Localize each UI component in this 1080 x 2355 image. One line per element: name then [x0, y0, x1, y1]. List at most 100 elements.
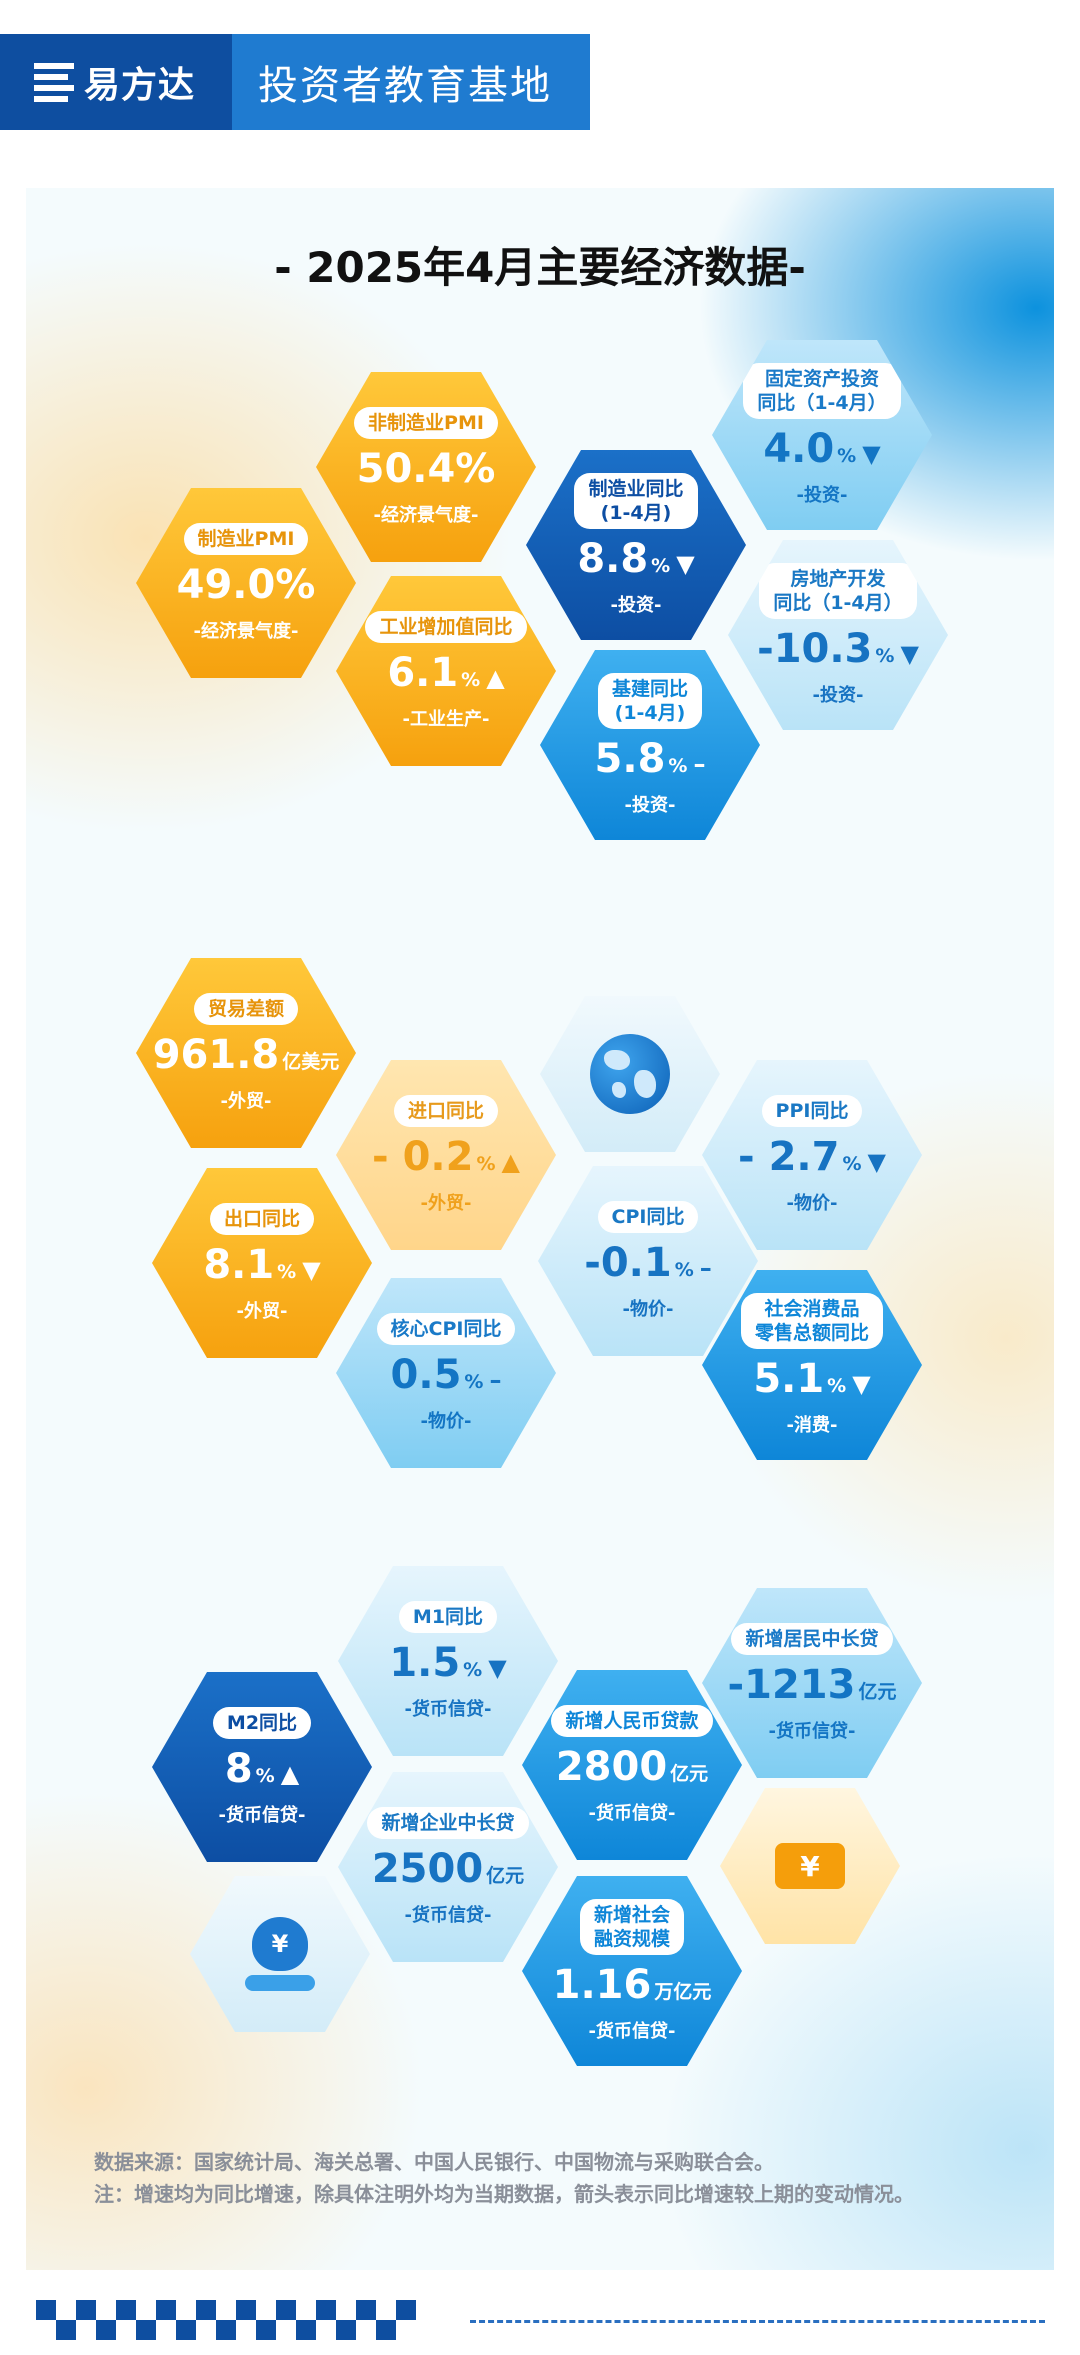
checker-cell: [176, 2300, 196, 2320]
checker-pattern: [36, 2300, 416, 2340]
checker-cell: [276, 2300, 296, 2320]
checker-cell: [376, 2300, 396, 2320]
hex-value: 8: [224, 1746, 253, 1792]
checker-cell: [396, 2320, 416, 2340]
arrow-icon: ▼: [900, 640, 919, 668]
hex-money-icon: ¥: [190, 1876, 370, 2032]
hex-label: CPI同比: [597, 1201, 699, 1233]
checker-cell: [136, 2320, 156, 2340]
hex-label: 非制造业PMI: [354, 407, 498, 439]
hex-new-rmb-loans: 新增人民币贷款 2800 亿元 -货币信贷-: [522, 1670, 742, 1860]
hex-manufacturing-pmi: 制造业PMI 49.0% -经济景气度-: [136, 488, 356, 678]
checker-cell: [316, 2300, 336, 2320]
hex-category: -经济景气度-: [373, 505, 479, 526]
checker-cell: [316, 2320, 336, 2340]
hex-social-financing: 新增社会 融资规模 1.16 万亿元 -货币信贷-: [522, 1876, 742, 2066]
arrow-icon: ▼: [488, 1654, 507, 1682]
hex-label: 新增企业中长贷: [367, 1807, 529, 1839]
arrow-icon: –: [489, 1366, 502, 1394]
hex-fixed-asset-investment: 固定资产投资 同比（1-4月） 4.0% ▼ -投资-: [712, 340, 932, 530]
checker-cell: [56, 2300, 76, 2320]
hex-household-loans: 新增居民中长贷 -1213 亿元 -货币信贷-: [702, 1588, 922, 1778]
checker-cell: [116, 2300, 136, 2320]
hex-category: -外贸-: [236, 1301, 288, 1322]
arrow-icon: ▲: [501, 1148, 520, 1176]
checker-cell: [76, 2300, 96, 2320]
checker-cell: [276, 2320, 296, 2340]
hex-manufacturing-investment: 制造业同比 (1-4月) 8.8% ▼ -投资-: [526, 450, 746, 640]
checker-cell: [176, 2320, 196, 2340]
checker-cell: [156, 2300, 176, 2320]
yuan-tag-icon: ¥: [775, 1843, 845, 1889]
checker-cell: [256, 2300, 276, 2320]
poster-title: - 2025年4月主要经济数据-: [274, 243, 806, 292]
hex-category: -物价-: [786, 1193, 838, 1214]
brand-logo-icon: [34, 62, 74, 102]
poster: - 2025年4月主要经济数据- 制造业PMI 49.0% -经济景气度- 非制…: [26, 188, 1054, 2270]
hex-label: 基建同比 (1-4月): [597, 673, 702, 729]
hex-category: -工业生产-: [402, 709, 490, 730]
arrow-icon: ▼: [862, 440, 881, 468]
brand-header: 易方达 投资者教育基地: [0, 34, 590, 130]
hex-value: 961.8: [152, 1032, 280, 1078]
hex-industrial-output: 工业增加值同比 6.1% ▲ -工业生产-: [336, 576, 556, 766]
data-source-note: 数据来源：国家统计局、海关总署、中国人民银行、中国物流与采购联合会。: [94, 2150, 774, 2174]
checker-cell: [336, 2320, 356, 2340]
hex-category: -货币信贷-: [768, 1721, 856, 1742]
hex-corporate-loans: 新增企业中长贷 2500 亿元 -货币信贷-: [338, 1772, 558, 1962]
hex-value: 6.1: [387, 650, 459, 696]
checker-cell: [136, 2300, 156, 2320]
hex-category: -货币信贷-: [588, 1803, 676, 1824]
checker-cell: [336, 2300, 356, 2320]
hex-label: 固定资产投资 同比（1-4月）: [743, 363, 901, 419]
hex-label: M2同比: [212, 1707, 312, 1739]
hex-label: 社会消费品 零售总额同比: [740, 1293, 883, 1349]
hex-value: 4.0: [763, 426, 835, 472]
hex-value: 50.4%: [356, 446, 496, 492]
hex-label: 工业增加值同比: [365, 611, 527, 643]
hex-label: 新增人民币贷款: [551, 1705, 713, 1737]
hex-value: 8.8: [577, 536, 649, 582]
hex-value: -10.3: [757, 626, 873, 672]
hex-label: 制造业PMI: [183, 523, 309, 555]
hex-category: -货币信贷-: [218, 1805, 306, 1826]
checker-cell: [216, 2300, 236, 2320]
hex-label: 房地产开发 同比（1-4月）: [759, 563, 917, 619]
checker-cell: [236, 2300, 256, 2320]
hex-label: 贸易差额: [193, 993, 298, 1025]
checker-cell: [216, 2320, 236, 2340]
hex-label: 制造业同比 (1-4月): [574, 473, 698, 529]
hex-category: -外贸-: [420, 1193, 472, 1214]
header-title: 投资者教育基地: [232, 34, 590, 130]
hex-value: - 0.2: [372, 1134, 474, 1180]
hex-globe: [540, 996, 720, 1152]
hex-category: -货币信贷-: [404, 1905, 492, 1926]
hex-export: 出口同比 8.1% ▼ -外贸-: [152, 1168, 372, 1358]
checker-cell: [36, 2320, 56, 2340]
hex-core-cpi: 核心CPI同比 0.5% – -物价-: [336, 1278, 556, 1468]
checker-cell: [196, 2300, 216, 2320]
checker-cell: [156, 2320, 176, 2340]
hex-nonmanufacturing-pmi: 非制造业PMI 50.4% -经济景气度-: [316, 372, 536, 562]
hex-category: -投资-: [610, 595, 662, 616]
arrow-icon: ▲: [486, 664, 505, 692]
checker-cell: [36, 2300, 56, 2320]
hex-label: PPI同比: [761, 1095, 863, 1127]
checker-cell: [356, 2320, 376, 2340]
hex-value: -0.1: [584, 1240, 672, 1286]
hex-category: -投资-: [812, 685, 864, 706]
brand-name: 易方达: [84, 65, 196, 106]
hex-label: 核心CPI同比: [376, 1313, 516, 1345]
hex-m2: M2同比 8% ▲ -货币信贷-: [152, 1672, 372, 1862]
hex-category: -货币信贷-: [588, 2021, 676, 2042]
hex-yuan-icon: ¥: [720, 1788, 900, 1944]
checker-cell: [256, 2320, 276, 2340]
hex-label: 进口同比: [393, 1095, 498, 1127]
checker-cell: [196, 2320, 216, 2340]
brand-logo: 易方达: [0, 34, 232, 130]
arrow-icon: ▼: [676, 550, 695, 578]
hex-value: 5.8: [594, 736, 666, 782]
checker-cell: [236, 2320, 256, 2340]
checker-cell: [296, 2300, 316, 2320]
hex-value: -1213: [727, 1662, 856, 1708]
